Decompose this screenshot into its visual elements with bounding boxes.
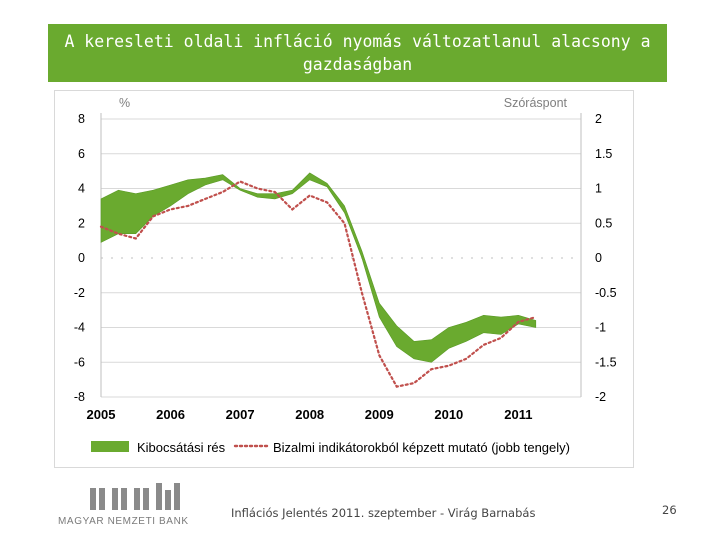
y-right-tick-label: -2 [595,390,606,404]
y-right-tick-label: -1.5 [595,355,617,369]
x-tick-label: 2010 [434,407,463,422]
bank-logo [50,478,205,530]
y-right-tick-label: 0 [595,251,602,265]
chart-frame: 8 6 4 2 0 -2 -4 -6 -8 2 1.5 1 0.5 0 -0.5 -1 -1.5 -2% Szórá… [54,90,634,468]
y-left-tick-label: -6 [74,355,85,369]
y-left-tick-label: 2 [78,216,85,230]
footer-text: Inflációs Jelentés 2011. szeptember - Vi… [231,506,536,520]
y-left-tick-label: 0 [78,251,85,265]
confidence-indicator-line [99,180,537,388]
x-tick-label: 2005 [87,407,116,422]
y-left-tick-label: -2 [74,286,85,300]
y-right-tick-label: 1 [595,182,602,196]
legend-label-line: Bizalmi indikátorokból képzett mutató (j… [273,440,570,455]
y-right-tick-label: -1 [595,321,606,335]
x-tick-label: 2006 [156,407,185,422]
right-unit-label: Szóráspont [504,96,568,110]
slide-title: A keresleti oldali infláció nyomás válto… [48,24,667,82]
y-left-tick-label: -4 [74,321,85,335]
legend-label-band: Kibocsátási rés [137,440,226,455]
y-left-tick-label: 8 [78,112,85,126]
bank-name: MAGYAR NEMZETI BANK [58,516,189,527]
x-tick-label: 2007 [226,407,255,422]
y-right-tick-label: 1.5 [595,147,612,161]
page-number: 26 [662,503,677,517]
y-left-tick-label: 4 [78,182,85,196]
chart-svg: 8 6 4 2 0 -2 -4 -6 -8 2 1.5 1 0.5 0 -0.5 -1 -1.5 -2% Szórá… [74,96,617,455]
y-right-tick-label: -0.5 [595,286,617,300]
bank-logo-mark [90,483,180,510]
legend-swatch-band [91,441,129,452]
y-left-tick-label: -8 [74,390,85,404]
output-gap-band [100,172,537,363]
y-left-tick-label: 6 [78,147,85,161]
x-tick-label: 2009 [365,407,394,422]
x-tick-label: 2008 [295,407,324,422]
left-unit-label: % [119,96,130,110]
y-right-tick-label: 0.5 [595,216,612,230]
slide-title-text: A keresleti oldali infláció nyomás válto… [64,32,651,74]
x-tick-label: 2011 [504,407,532,422]
y-right-tick-label: 2 [595,112,602,126]
